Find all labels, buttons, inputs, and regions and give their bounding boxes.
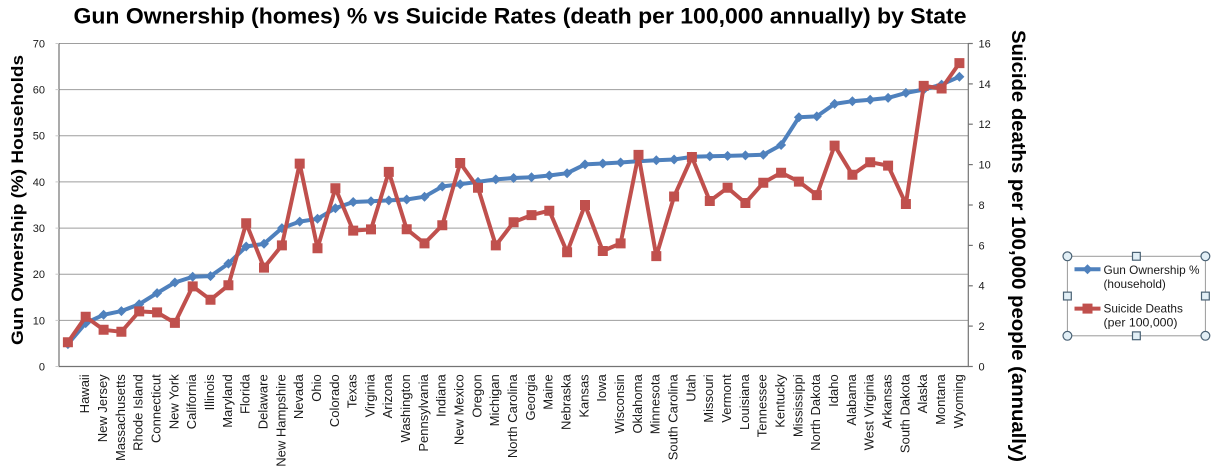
svg-text:Utah: Utah [683, 374, 698, 401]
svg-text:8: 8 [979, 200, 985, 212]
svg-text:Missouri: Missouri [701, 374, 716, 423]
svg-text:Kansas: Kansas [576, 374, 591, 418]
svg-text:Washington: Washington [398, 374, 413, 442]
svg-text:2: 2 [979, 321, 985, 333]
svg-text:New Hampshire: New Hampshire [273, 374, 288, 466]
svg-text:South Carolina: South Carolina [666, 374, 681, 461]
svg-text:New Mexico: New Mexico [452, 374, 467, 445]
svg-text:0: 0 [979, 361, 985, 373]
svg-text:10: 10 [33, 315, 45, 327]
svg-text:North Dakota: North Dakota [808, 374, 823, 451]
svg-text:4: 4 [979, 281, 985, 293]
svg-text:Hawaii: Hawaii [77, 374, 92, 413]
svg-text:40: 40 [33, 177, 45, 189]
svg-text:Alabama: Alabama [844, 374, 859, 426]
svg-text:10: 10 [979, 160, 991, 172]
svg-text:0: 0 [39, 361, 45, 373]
svg-text:Massachusetts: Massachusetts [113, 374, 128, 461]
svg-text:Vermont: Vermont [719, 374, 734, 423]
svg-text:Mississippi: Mississippi [790, 374, 805, 437]
svg-text:50: 50 [33, 131, 45, 143]
svg-text:Idaho: Idaho [826, 374, 841, 407]
svg-text:Alaska: Alaska [915, 374, 930, 414]
svg-text:Ohio: Ohio [309, 374, 324, 401]
svg-text:Virginia: Virginia [362, 374, 377, 418]
svg-text:Maine: Maine [541, 374, 556, 409]
svg-text:30: 30 [33, 223, 45, 235]
svg-text:Gun Ownership (%) Households: Gun Ownership (%) Households [8, 55, 27, 345]
svg-text:West Virginia: West Virginia [862, 374, 877, 451]
svg-text:Colorado: Colorado [327, 374, 342, 427]
svg-text:California: California [184, 374, 199, 430]
svg-text:6: 6 [979, 240, 985, 252]
svg-text:12: 12 [979, 119, 991, 131]
svg-text:Oregon: Oregon [469, 374, 484, 417]
svg-text:Oklahoma: Oklahoma [630, 374, 645, 434]
svg-text:South Dakota: South Dakota [897, 374, 912, 454]
svg-text:Georgia: Georgia [523, 374, 538, 421]
svg-text:20: 20 [33, 269, 45, 281]
svg-text:Michigan: Michigan [487, 374, 502, 426]
svg-text:Gun Ownership %: Gun Ownership % [1104, 263, 1201, 277]
svg-text:16: 16 [979, 38, 991, 50]
svg-text:Kentucky: Kentucky [773, 374, 788, 428]
svg-text:Nevada: Nevada [291, 374, 306, 420]
svg-text:70: 70 [33, 38, 45, 50]
svg-text:New Jersey: New Jersey [95, 374, 110, 442]
svg-text:Arkansas: Arkansas [880, 374, 895, 429]
svg-text:Connecticut: Connecticut [149, 374, 164, 443]
svg-text:Wyoming: Wyoming [951, 374, 966, 428]
svg-text:Florida: Florida [238, 374, 253, 415]
svg-text:Iowa: Iowa [594, 374, 609, 402]
svg-text:(per 100,000): (per 100,000) [1104, 316, 1178, 330]
svg-text:Tennessee: Tennessee [755, 374, 770, 437]
svg-text:Suicide Deaths: Suicide Deaths [1104, 302, 1183, 316]
svg-text:Delaware: Delaware [255, 374, 270, 429]
svg-text:(household): (household) [1104, 277, 1166, 291]
svg-text:Gun Ownership (homes) % vs Sui: Gun Ownership (homes) % vs Suicide Rates… [74, 4, 967, 29]
svg-text:Wisconsin: Wisconsin [612, 374, 627, 433]
svg-text:Suicide deaths per 100,000 peo: Suicide deaths per 100,000 people (annua… [1007, 30, 1028, 462]
svg-text:North Carolina: North Carolina [505, 374, 520, 459]
svg-text:60: 60 [33, 85, 45, 97]
svg-text:New York: New York [166, 374, 181, 429]
svg-text:Pennsylvania: Pennsylvania [416, 374, 431, 452]
svg-text:14: 14 [979, 79, 991, 91]
svg-text:Rhode Island: Rhode Island [131, 374, 146, 451]
svg-text:Texas: Texas [345, 374, 360, 408]
svg-text:Minnesota: Minnesota [648, 374, 663, 435]
svg-text:Maryland: Maryland [220, 374, 235, 427]
svg-text:Nebraska: Nebraska [559, 374, 574, 430]
svg-text:Louisiana: Louisiana [737, 374, 752, 430]
svg-text:Illinois: Illinois [202, 374, 217, 411]
svg-text:Montana: Montana [933, 374, 948, 425]
svg-text:Arizona: Arizona [380, 374, 395, 419]
svg-text:Indiana: Indiana [434, 374, 449, 417]
